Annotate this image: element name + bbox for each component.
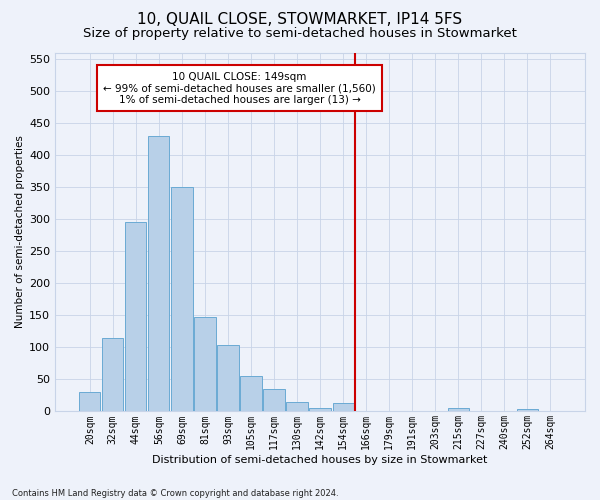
Bar <box>517 409 538 412</box>
X-axis label: Distribution of semi-detached houses by size in Stowmarket: Distribution of semi-detached houses by … <box>152 455 488 465</box>
Bar <box>79 392 100 411</box>
Bar <box>332 403 353 411</box>
Text: Contains HM Land Registry data © Crown copyright and database right 2024.: Contains HM Land Registry data © Crown c… <box>12 488 338 498</box>
Bar <box>194 317 215 412</box>
Bar <box>125 222 146 412</box>
Bar <box>448 408 469 412</box>
Bar <box>241 376 262 412</box>
Y-axis label: Number of semi-detached properties: Number of semi-detached properties <box>15 136 25 328</box>
Bar <box>217 346 239 412</box>
Bar <box>172 187 193 412</box>
Text: 10 QUAIL CLOSE: 149sqm
← 99% of semi-detached houses are smaller (1,560)
1% of s: 10 QUAIL CLOSE: 149sqm ← 99% of semi-det… <box>103 72 376 105</box>
Bar <box>263 389 284 411</box>
Text: 10, QUAIL CLOSE, STOWMARKET, IP14 5FS: 10, QUAIL CLOSE, STOWMARKET, IP14 5FS <box>137 12 463 28</box>
Bar <box>286 402 308 411</box>
Bar <box>102 338 124 411</box>
Text: Size of property relative to semi-detached houses in Stowmarket: Size of property relative to semi-detach… <box>83 28 517 40</box>
Bar <box>148 136 169 411</box>
Bar <box>310 408 331 412</box>
